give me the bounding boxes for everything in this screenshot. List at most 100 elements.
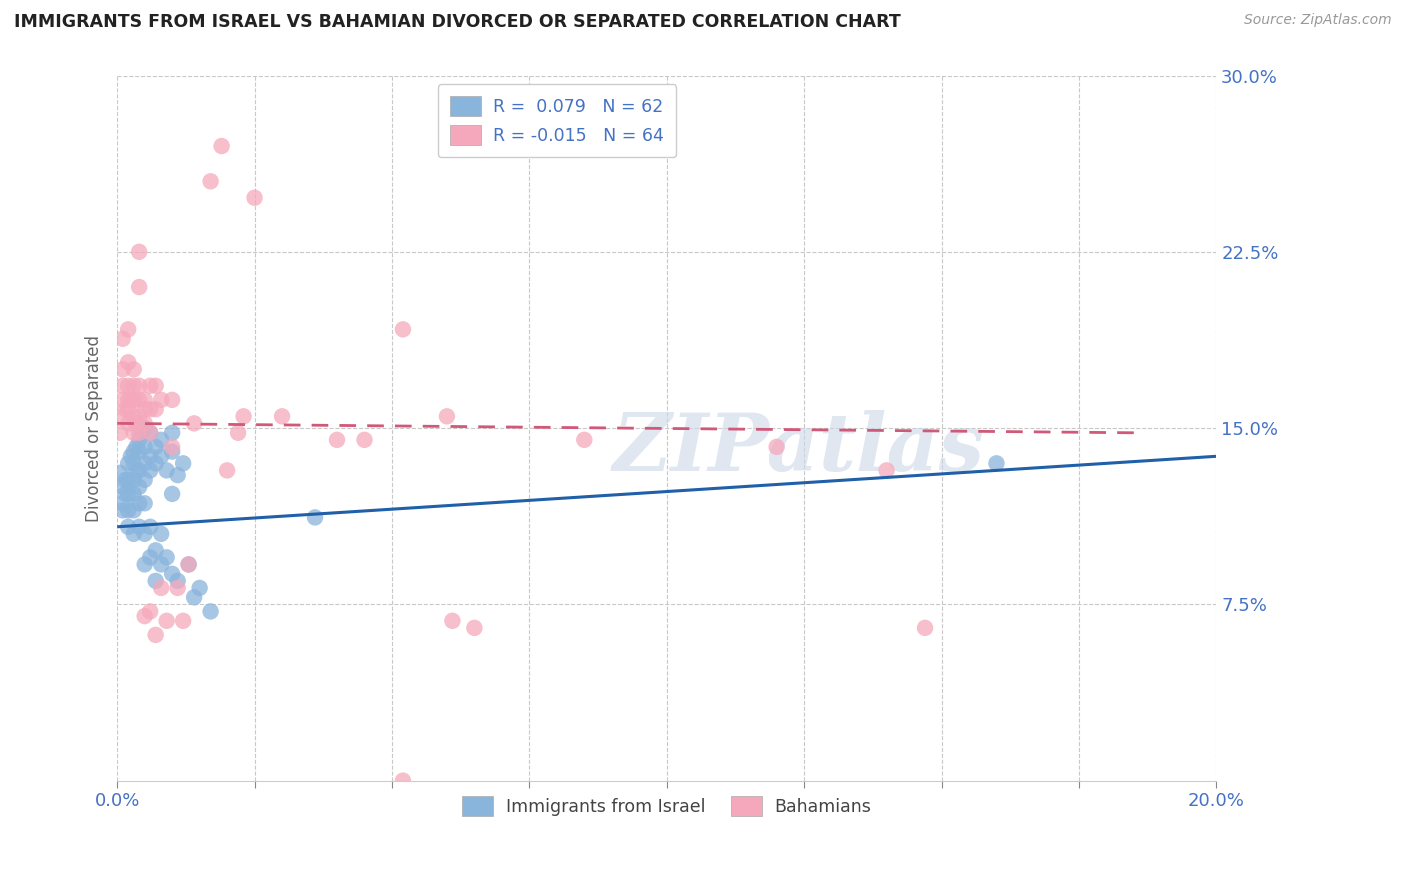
Text: Source: ZipAtlas.com: Source: ZipAtlas.com — [1244, 13, 1392, 28]
Point — [134, 392, 156, 407]
Point — [150, 526, 173, 541]
Point — [125, 417, 148, 431]
Point — [986, 456, 1008, 470]
Point — [111, 496, 134, 510]
Point — [150, 450, 173, 464]
Point — [128, 378, 150, 392]
Point — [183, 417, 205, 431]
Point — [139, 402, 162, 417]
Point — [134, 496, 156, 510]
Point — [134, 421, 156, 435]
Point — [117, 487, 139, 501]
Point — [117, 378, 139, 392]
Point — [122, 409, 145, 424]
Point — [463, 621, 485, 635]
Point — [160, 425, 183, 440]
Point — [166, 581, 188, 595]
Point — [139, 450, 162, 464]
Point — [122, 487, 145, 501]
Point — [145, 402, 167, 417]
Point — [139, 425, 162, 440]
Point — [200, 174, 222, 188]
Point — [117, 392, 139, 407]
Point — [128, 520, 150, 534]
Point — [139, 604, 162, 618]
Point — [150, 558, 173, 572]
Point — [876, 463, 898, 477]
Point — [392, 322, 415, 336]
Point — [145, 456, 167, 470]
Point — [114, 473, 136, 487]
Point — [156, 550, 179, 565]
Point — [200, 604, 222, 618]
Point — [108, 425, 131, 440]
Point — [353, 433, 375, 447]
Point — [166, 468, 188, 483]
Y-axis label: Divorced or Separated: Divorced or Separated — [86, 334, 103, 522]
Point — [134, 440, 156, 454]
Point — [128, 392, 150, 407]
Point — [117, 322, 139, 336]
Point — [114, 487, 136, 501]
Point — [111, 332, 134, 346]
Point — [128, 280, 150, 294]
Point — [117, 417, 139, 431]
Point — [304, 510, 326, 524]
Point — [139, 520, 162, 534]
Point — [134, 402, 156, 417]
Point — [120, 392, 142, 407]
Point — [125, 440, 148, 454]
Point — [177, 558, 200, 572]
Text: ZIPatlas: ZIPatlas — [613, 410, 984, 488]
Point — [134, 473, 156, 487]
Point — [117, 473, 139, 487]
Point — [111, 503, 134, 517]
Point — [122, 392, 145, 407]
Point — [111, 392, 134, 407]
Point — [122, 378, 145, 392]
Point — [172, 614, 194, 628]
Point — [392, 773, 415, 788]
Point — [160, 487, 183, 501]
Point — [150, 581, 173, 595]
Point — [145, 378, 167, 392]
Point — [122, 362, 145, 376]
Point — [125, 463, 148, 477]
Point — [232, 409, 254, 424]
Point — [145, 440, 167, 454]
Point — [128, 425, 150, 440]
Point — [150, 392, 173, 407]
Point — [108, 466, 131, 480]
Point — [217, 463, 239, 477]
Point — [134, 417, 156, 431]
Point — [117, 456, 139, 470]
Point — [111, 480, 134, 494]
Point — [111, 409, 134, 424]
Point — [145, 543, 167, 558]
Point — [441, 614, 464, 628]
Point — [128, 409, 150, 424]
Point — [128, 480, 150, 494]
Point — [111, 362, 134, 376]
Point — [150, 433, 173, 447]
Point — [120, 450, 142, 464]
Point — [117, 402, 139, 417]
Point — [177, 558, 200, 572]
Point — [139, 463, 162, 477]
Point — [226, 425, 249, 440]
Point — [122, 444, 145, 458]
Point — [243, 191, 266, 205]
Point — [139, 550, 162, 565]
Point — [271, 409, 294, 424]
Point — [211, 139, 233, 153]
Point — [128, 444, 150, 458]
Point — [166, 574, 188, 588]
Point — [160, 444, 183, 458]
Point — [326, 433, 349, 447]
Point — [128, 244, 150, 259]
Point — [765, 440, 787, 454]
Point — [122, 526, 145, 541]
Point — [156, 463, 179, 477]
Point — [914, 621, 936, 635]
Point — [145, 574, 167, 588]
